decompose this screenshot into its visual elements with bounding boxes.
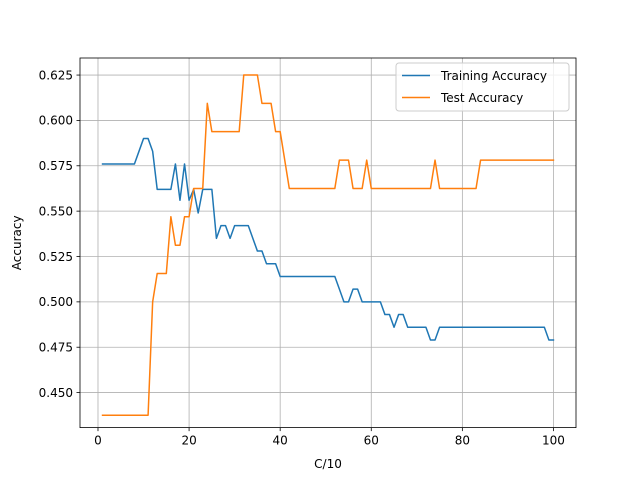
y-tick-label: 0.550 [39,204,73,218]
series-line-test-accuracy [101,74,555,417]
legend-label-test-accuracy: Test Accuracy [440,91,523,105]
series-line-training-accuracy [101,137,555,341]
x-tick-label: 100 [542,434,565,448]
series-lines [101,74,555,417]
x-axis-label: C/10 [314,457,342,471]
legend-label-training-accuracy: Training Accuracy [440,69,547,83]
grid [80,58,576,428]
x-tick-label: 20 [181,434,196,448]
y-tick-label: 0.450 [39,386,73,400]
y-tick-label: 0.525 [39,250,73,264]
y-tick-label: 0.500 [39,295,73,309]
x-tick-label: 0 [94,434,102,448]
y-tick-label: 0.575 [39,159,73,173]
x-tick-label: 60 [364,434,379,448]
y-tick-label: 0.600 [39,114,73,128]
y-tick-label: 0.475 [39,341,73,355]
legend: Training Accuracy Test Accuracy [395,62,570,112]
legend-box [395,62,570,112]
x-axis-ticks: 0 20 40 60 80 100 [94,427,565,448]
y-tick-label: 0.625 [39,68,73,82]
x-tick-label: 80 [455,434,470,448]
plot-frame [79,57,577,429]
y-axis-label: Accuracy [10,215,24,270]
y-axis-ticks: 0.450 0.475 0.500 0.525 0.550 0.575 0.600 0.625 [39,68,80,400]
x-tick-label: 40 [273,434,288,448]
